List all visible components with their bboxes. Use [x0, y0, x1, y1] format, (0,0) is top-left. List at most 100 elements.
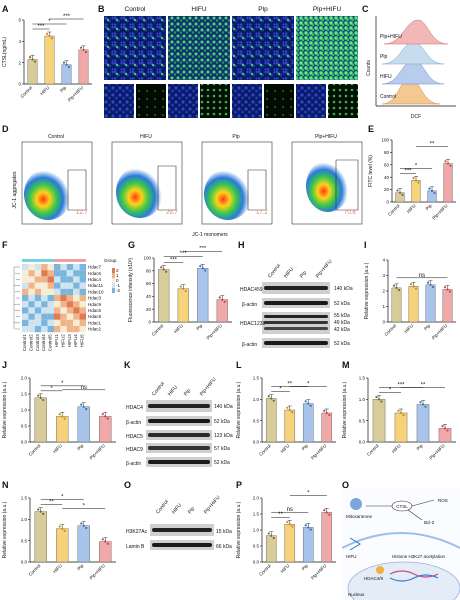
- heatmap-cell: [54, 288, 61, 295]
- heatmap-cell: [47, 319, 54, 326]
- y-tick-label: 0.0: [359, 440, 366, 445]
- q-label: HDAC4/9: [364, 576, 384, 581]
- data-point: [309, 404, 312, 407]
- o-row-label: Lamin B: [126, 544, 145, 550]
- heatmap-scale-label: -2: [116, 288, 120, 293]
- micro-control-merge: [104, 16, 166, 80]
- data-point: [421, 403, 425, 406]
- data-point: [42, 398, 45, 402]
- bar: [78, 49, 89, 85]
- heatmap-cell: [66, 307, 74, 314]
- y-tick-label: 1.5: [253, 512, 260, 517]
- heatmap-cell: [28, 313, 35, 320]
- panel-k-western-blot: Control HIFU Plp Plp+HIFU HDAC4 β-actin …: [126, 376, 233, 467]
- heatmap-cell: [79, 288, 86, 295]
- heatmap-col-label: Control1: [22, 334, 27, 352]
- x-tick-label: Plp+HIFU: [89, 443, 106, 460]
- q-label: Histone H3K27 acetylation: [392, 554, 446, 559]
- heatmap-cell: [60, 270, 67, 277]
- heatmap-cell: [47, 307, 54, 314]
- sig-marker: ns: [287, 507, 293, 513]
- y-tick-label: 0.0: [253, 440, 260, 445]
- data-point: [104, 415, 107, 418]
- panel-b-microscopy: Control HIFU Plp Plp+HIFU: [104, 6, 360, 118]
- h-row-label: HDAC1238: [240, 321, 266, 327]
- data-point: [380, 400, 383, 403]
- data-point: [430, 189, 434, 192]
- heatmap-cell: [66, 319, 74, 326]
- heatmap-row-label: Hdac4: [88, 277, 102, 282]
- k-row-label: HDAC4: [126, 405, 143, 411]
- heatmap-cell: [60, 319, 67, 326]
- heatmap-cell: [47, 276, 54, 283]
- y-axis-label: FITC level (%): [368, 155, 374, 187]
- bar: [302, 403, 314, 443]
- sig-marker: *: [307, 490, 310, 496]
- heatmap-row-label: Hdac8: [88, 314, 102, 319]
- k-col-label: HIFU: [167, 384, 179, 397]
- data-point: [201, 267, 204, 270]
- hist-plp: [381, 41, 445, 65]
- data-point: [31, 58, 34, 61]
- heatmap-cell: [22, 326, 29, 333]
- data-point: [443, 286, 447, 289]
- panel-label-a: A: [2, 4, 9, 14]
- y-tick-label: 20: [146, 307, 152, 312]
- dna-icon: [389, 570, 439, 578]
- sig-marker: ***: [180, 251, 188, 257]
- data-point: [412, 285, 415, 288]
- x-tick-label: HIFU: [403, 323, 414, 334]
- bar: [56, 416, 69, 443]
- o-row-label: H3K27Ac: [126, 529, 148, 535]
- flow-gate: [247, 169, 267, 211]
- micro-control-dapi: [104, 84, 134, 118]
- data-point: [272, 399, 275, 402]
- data-point: [424, 405, 427, 408]
- data-point: [323, 409, 326, 412]
- panel-label-o: O: [124, 480, 132, 490]
- d-col-label: HIFU: [140, 134, 152, 140]
- k-col-label: Control: [151, 381, 166, 397]
- data-point: [37, 394, 40, 397]
- heatmap-cell: [79, 295, 86, 302]
- heatmap-cell: [34, 313, 42, 320]
- x-tick-label: Plp+HIFU: [431, 203, 448, 220]
- panel-label-h: H: [238, 240, 245, 250]
- data-point: [58, 413, 61, 416]
- x-tick-label: HIFU: [39, 85, 50, 96]
- data-point: [414, 179, 418, 182]
- data-point: [85, 407, 88, 411]
- k-row-label: HDAC9: [126, 447, 143, 453]
- b-col-label: HIFU: [191, 6, 207, 13]
- panel-label-b: B: [98, 4, 105, 14]
- d-xlabel: JC-1 monomers: [192, 232, 228, 238]
- q-label: HIFU: [346, 554, 357, 559]
- o-col-label: Plp: [187, 506, 196, 516]
- sig-marker: ns: [81, 385, 87, 391]
- data-point: [63, 417, 66, 420]
- heatmap-row-label: Hdac11: [88, 283, 104, 288]
- sig-marker: *: [307, 382, 310, 388]
- heatmap-cell: [47, 288, 54, 295]
- x-tick-label: Control: [258, 443, 272, 457]
- d-col-label: Plp: [232, 134, 239, 140]
- heatmap-cell: [41, 313, 48, 320]
- x-tick-label: HIFU: [279, 563, 290, 574]
- data-point: [396, 189, 399, 192]
- data-point: [28, 56, 32, 59]
- heatmap-cell: [22, 264, 29, 271]
- chart-e-fitc: 0 20 40 60 80 100 FITC level (%) Control HIFU Plp…: [368, 138, 456, 221]
- k-row-label: β-actin: [126, 420, 141, 426]
- micro-control-green: [136, 84, 166, 118]
- sig-marker: *: [61, 495, 64, 501]
- data-point: [65, 63, 68, 66]
- sig-marker: *: [415, 163, 418, 169]
- data-point: [377, 398, 381, 401]
- heatmap-cell: [28, 288, 35, 295]
- x-tick-label: Plp+HIFU: [67, 85, 84, 102]
- heatmap-cell: [79, 276, 86, 283]
- heatmap-cell: [79, 301, 86, 308]
- heatmap-col-label: HIFU4: [73, 334, 78, 347]
- heatmap-scale-label: 0: [116, 278, 119, 283]
- data-point: [288, 408, 291, 412]
